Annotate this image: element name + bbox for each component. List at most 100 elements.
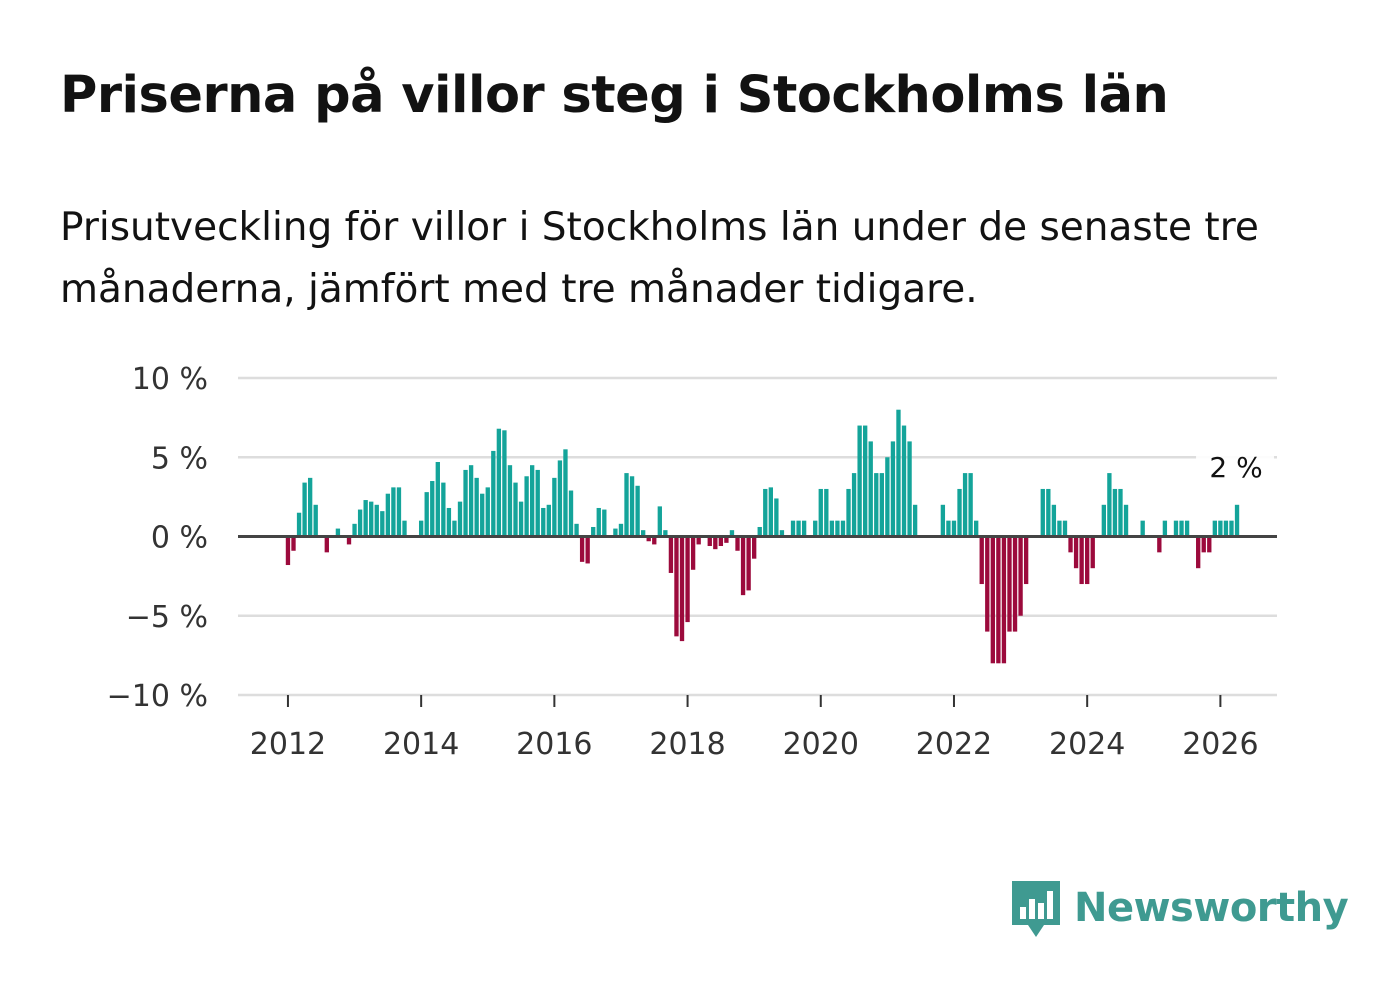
x-tick-label: 2026 [1182,727,1258,762]
bar [546,504,551,537]
bar [552,477,557,537]
last-value-annotation: 2 % [1196,449,1275,488]
bar [1207,536,1212,553]
bar [1073,536,1079,569]
newsworthy-logo: Newsworthy [1010,877,1349,939]
bar [707,536,712,547]
bar [668,536,674,573]
bar [346,536,352,545]
chart-title: Priserna på villor steg i Stockholms län [60,66,1169,125]
bar [391,487,396,537]
bar [579,536,585,562]
bar [452,520,457,537]
bar [1212,520,1217,537]
y-tick-label: −10 % [107,679,208,714]
bar [641,530,646,537]
bar [679,536,685,642]
bar [535,469,540,537]
bar [374,504,379,537]
bar [568,490,574,537]
bar [951,520,957,537]
bar [441,482,446,537]
bar [713,536,718,550]
bar [890,441,896,537]
bar [985,536,990,632]
bar [1201,536,1206,553]
bar [1184,520,1190,537]
bar [652,536,657,545]
bar [1068,536,1073,553]
bar [1007,536,1012,632]
bar [718,536,724,547]
bar [1079,536,1084,585]
bar [507,465,513,537]
bar [530,465,535,537]
bar [363,500,368,537]
bar [380,511,385,537]
bar [302,482,307,537]
bar [1090,536,1095,569]
bar [385,493,391,537]
bar [468,465,474,537]
bar [446,507,452,537]
last-value-label-bg [1196,449,1275,488]
bar [1123,504,1129,537]
bar [868,441,873,537]
x-tick-label: 2022 [916,727,992,762]
bar [557,460,563,537]
bar [979,536,984,585]
bar [502,430,507,537]
y-tick-label: 0 % [151,521,208,556]
bar [990,536,995,664]
bar [396,487,402,537]
bar [962,473,968,537]
newsworthy-logo-text: Newsworthy [1074,885,1349,931]
x-tick-label: 2024 [1049,727,1125,762]
x-tick-label: 2018 [649,727,725,762]
bar [313,504,318,537]
bar [1001,536,1007,664]
bar [1051,504,1057,537]
bar [1223,520,1229,537]
bar [629,476,635,537]
bar [896,409,901,537]
bar [518,501,524,537]
x-tick-label: 2020 [783,727,859,762]
bar [1018,536,1023,616]
bar [324,536,329,553]
bar [790,520,796,537]
bar [491,450,496,537]
bar [335,528,341,537]
bar [613,528,618,537]
y-tick-label: −5 % [126,600,208,635]
bar [696,536,701,545]
bar [463,469,468,537]
bar [513,482,518,537]
bar [485,487,490,537]
bar [657,506,662,537]
y-tick-label: 5 % [151,441,208,476]
bar [801,520,807,537]
bar [524,476,529,537]
bar [912,504,918,537]
bar [457,501,463,537]
bar [757,526,762,537]
bar [1040,488,1045,537]
bar [402,520,407,537]
x-axis: 2012 2014 2016 2018 2020 2022 2024 2026 [250,695,1259,762]
bar [596,507,601,537]
bar [885,457,890,537]
bar [480,493,485,537]
bar [1085,536,1090,585]
bar [602,509,607,537]
bar [1057,520,1062,537]
bar [779,530,785,537]
bar [418,520,424,537]
y-axis-labels: 10 % 5 % 0 % −5 % −10 % [107,362,208,714]
bar [1062,520,1068,537]
bar [1101,504,1106,537]
bar [591,526,596,537]
chart-subtitle: Prisutveckling för villor i Stockholms l… [60,205,1259,312]
bar [690,536,696,570]
bar [874,473,879,537]
